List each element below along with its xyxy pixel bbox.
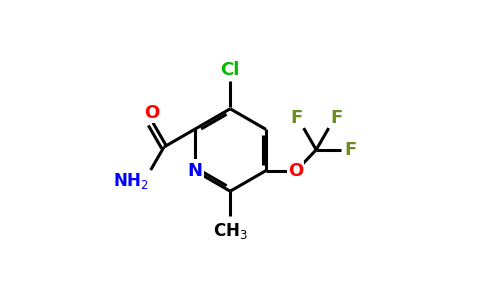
Text: N: N: [187, 162, 202, 180]
Text: F: F: [344, 141, 356, 159]
Text: O: O: [144, 104, 159, 122]
Text: CH$_3$: CH$_3$: [213, 221, 248, 241]
Text: F: F: [330, 109, 342, 127]
Text: O: O: [288, 162, 303, 180]
Text: NH$_2$: NH$_2$: [113, 172, 149, 191]
Text: F: F: [290, 109, 302, 127]
Text: Cl: Cl: [221, 61, 240, 79]
